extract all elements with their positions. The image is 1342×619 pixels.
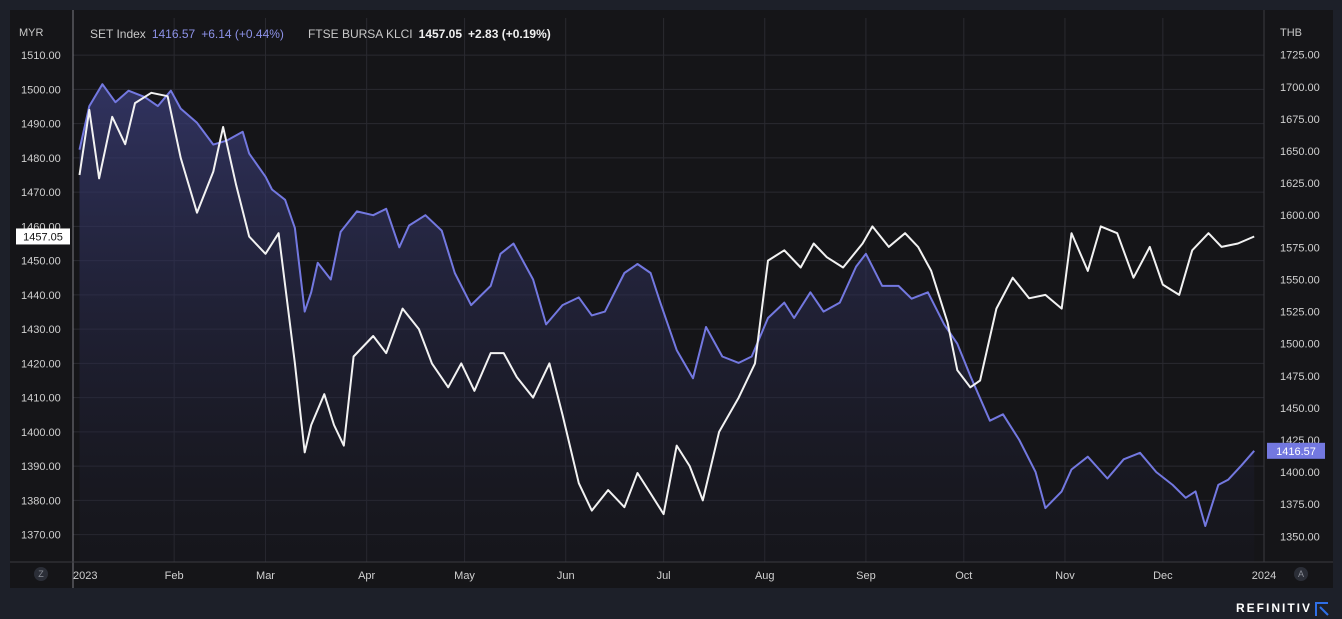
left-tick-label: 1420.00 — [21, 358, 61, 370]
month-label: Sep — [856, 570, 876, 582]
left-axis-unit: MYR — [19, 27, 44, 39]
right-axis-unit: THB — [1280, 27, 1302, 39]
legend-set-change: +6.14 (+0.44%) — [201, 27, 284, 41]
month-label: Apr — [358, 570, 375, 582]
right-tick-label: 1550.00 — [1280, 274, 1320, 286]
legend-set-name: SET Index — [90, 27, 146, 41]
left-tick-label: 1490.00 — [21, 119, 61, 131]
left-tick-label: 1380.00 — [21, 495, 61, 507]
month-label: Dec — [1153, 570, 1173, 582]
left-tick-label: 1500.00 — [21, 84, 61, 96]
right-tick-label: 1350.00 — [1280, 531, 1320, 543]
right-tick-label: 1625.00 — [1280, 178, 1320, 190]
month-label: Mar — [256, 570, 275, 582]
axes: 1510.001500.001490.001480.001470.001460.… — [10, 10, 1333, 588]
left-tick-label: 1390.00 — [21, 461, 61, 473]
month-label: Feb — [165, 570, 184, 582]
set-price-tag-box — [1267, 442, 1325, 459]
month-label: Jul — [657, 570, 671, 582]
right-tick-label: 1600.00 — [1280, 210, 1320, 222]
month-label: Oct — [955, 570, 972, 582]
month-label: 2024 — [1252, 570, 1276, 582]
left-tick-label: 1450.00 — [21, 256, 61, 268]
right-tick-label: 1700.00 — [1280, 82, 1320, 94]
right-tick-label: 1500.00 — [1280, 339, 1320, 351]
set-price-tag: 1416.57 — [1276, 446, 1316, 458]
right-tick-label: 1575.00 — [1280, 242, 1320, 254]
legend-klci-change: +2.83 (+0.19%) — [468, 27, 551, 41]
refinitiv-logo-icon — [1315, 602, 1329, 616]
right-tick-label: 1400.00 — [1280, 467, 1320, 479]
left-tick-label: 1400.00 — [21, 427, 61, 439]
month-label: Nov — [1055, 570, 1075, 582]
legend-set-value: 1416.57 — [151, 27, 196, 41]
brand-logo-text: REFINITIV — [1235, 601, 1312, 615]
legend-klci-value: 1457.05 — [418, 27, 463, 41]
right-tick-label: 1450.00 — [1280, 403, 1320, 415]
legend: SET Index 1416.57 +6.14 (+0.44%) FTSE BU… — [90, 27, 551, 41]
left-tick-label: 1410.00 — [21, 393, 61, 405]
auto-scale-button[interactable]: A — [1294, 567, 1308, 581]
left-tick-label: 1470.00 — [21, 187, 61, 199]
set-index-line — [78, 83, 1255, 527]
left-tick-label: 1430.00 — [21, 324, 61, 336]
month-label: Aug — [755, 570, 775, 582]
chart-panel: 1510.00 1500.00 1490.00 1480.00 1470.00 1460.… — [10, 10, 1333, 588]
right-tick-label: 1650.00 — [1280, 146, 1320, 158]
right-tick-label: 1475.00 — [1280, 371, 1320, 383]
series-lines — [78, 83, 1255, 527]
right-tick-label: 1525.00 — [1280, 307, 1320, 319]
left-tick-label: 1440.00 — [21, 290, 61, 302]
month-label: Jun — [557, 570, 575, 582]
right-tick-label: 1375.00 — [1280, 499, 1320, 511]
month-label: May — [454, 570, 475, 582]
right-tick-label: 1725.00 — [1280, 50, 1320, 62]
zoom-button[interactable]: Z — [34, 567, 48, 581]
price-chart[interactable]: 1510.001500.001490.001480.001470.001460.… — [10, 10, 1333, 588]
left-tick-label: 1480.00 — [21, 153, 61, 165]
klci-price-tag: 1457.05 — [23, 231, 63, 243]
klci-price-tag-box — [16, 228, 70, 245]
legend-klci-name: FTSE BURSA KLCI — [307, 27, 413, 41]
month-label: 2023 — [73, 570, 97, 582]
right-tick-label: 1675.00 — [1280, 114, 1320, 126]
left-tick-label: 1370.00 — [21, 530, 61, 542]
klci-line — [78, 91, 1255, 516]
left-tick-label: 1510.00 — [21, 50, 61, 62]
